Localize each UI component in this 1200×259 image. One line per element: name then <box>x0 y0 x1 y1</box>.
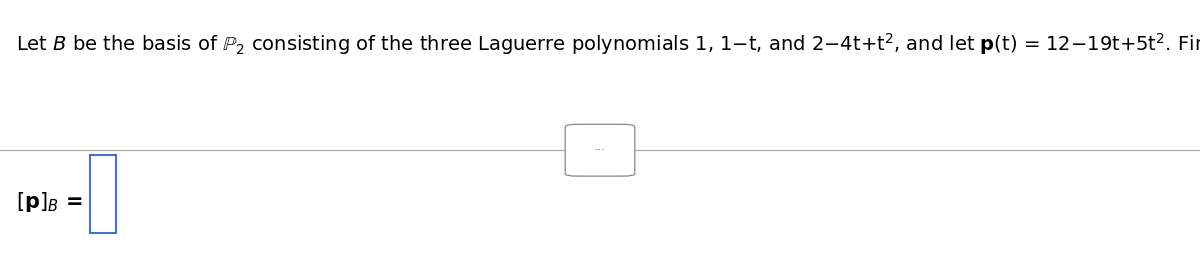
Text: ···: ··· <box>594 145 606 155</box>
FancyBboxPatch shape <box>90 155 116 233</box>
FancyBboxPatch shape <box>565 124 635 176</box>
Text: Let $B$ be the basis of $\mathbb{P}_2$ consisting of the three Laguerre polynomi: Let $B$ be the basis of $\mathbb{P}_2$ c… <box>16 31 1200 57</box>
Text: $[\mathbf{p}]_B$ =: $[\mathbf{p}]_B$ = <box>16 190 83 214</box>
